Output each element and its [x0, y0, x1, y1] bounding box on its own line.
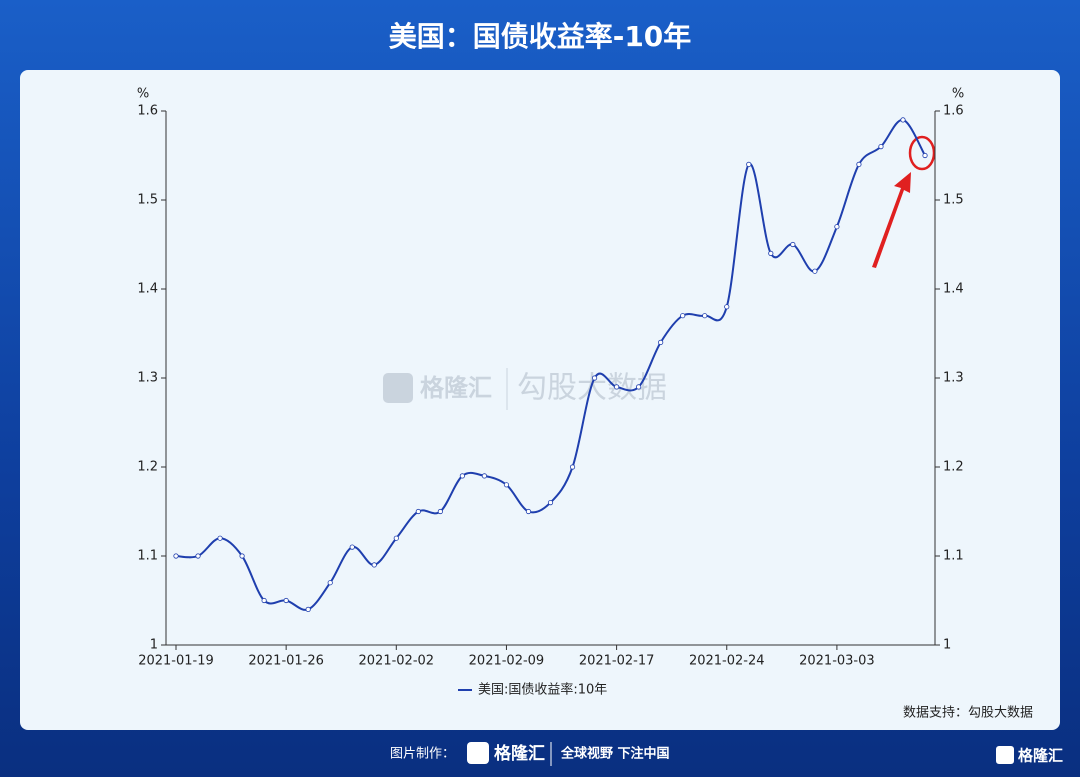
footer-made-by: 图片制作： [390, 747, 455, 762]
data-point [547, 499, 554, 506]
y2-tick-label: 1 [943, 638, 951, 653]
data-point [173, 553, 179, 559]
x-tick-label: 2021-02-17 [579, 654, 655, 669]
x-tick-label: 2021-02-09 [469, 654, 545, 669]
y-unit: % [137, 87, 149, 102]
data-point [415, 508, 421, 515]
data-point [525, 508, 532, 515]
data-point [724, 304, 730, 310]
corner-brand: 格隆汇 [1018, 747, 1063, 765]
watermark-brand: 格隆汇 [420, 374, 492, 402]
data-point [569, 464, 576, 470]
y-tick-label: 1.6 [137, 104, 158, 119]
page-title: 美国：国债收益率-10年 [389, 20, 692, 53]
y2-tick-label: 1.1 [943, 549, 964, 564]
y2-tick-label: 1.6 [943, 104, 964, 119]
card [20, 70, 1060, 730]
data-point [922, 152, 928, 159]
y2-tick-label: 1.2 [943, 460, 964, 475]
data-point [680, 313, 686, 319]
data-point [856, 161, 862, 167]
data-point [503, 482, 510, 488]
y2-tick-label: 1.5 [943, 193, 964, 208]
y-tick-label: 1.3 [137, 371, 158, 386]
data-point [349, 544, 355, 550]
data-point [768, 250, 774, 256]
x-tick-label: 2021-02-02 [359, 654, 435, 669]
data-point [481, 473, 488, 479]
watermark-logo [383, 373, 413, 403]
data-point [878, 144, 884, 150]
x-tick-label: 2021-03-03 [799, 654, 875, 669]
data-point [393, 535, 399, 541]
legend-label: 美国:国债收益率:10年 [478, 682, 607, 698]
highlight-circle [908, 135, 936, 171]
y2-unit: % [952, 87, 964, 102]
data-point [658, 339, 664, 345]
data-point [327, 580, 333, 586]
data-point [591, 375, 598, 381]
corner-logo [996, 746, 1014, 764]
footer-brand: 格隆汇 [494, 743, 545, 764]
data-point [812, 268, 818, 274]
data-point [900, 117, 906, 123]
x-tick-label: 2021-01-19 [138, 654, 214, 669]
y-tick-label: 1.5 [137, 193, 158, 208]
footer: 图片制作： 格隆汇 全球视野 下注中国 格隆汇 [390, 742, 1063, 766]
data-point [790, 241, 796, 248]
data-point [239, 553, 245, 559]
data-point [746, 161, 752, 167]
data-point [459, 473, 465, 479]
highlight-arrow [872, 172, 911, 268]
y-tick-label: 1.2 [137, 460, 158, 475]
data-point [371, 562, 377, 568]
data-point [261, 597, 267, 604]
y-tick-label: 1.4 [137, 282, 158, 297]
y-tick-label: 1 [150, 638, 158, 653]
data-point [636, 384, 642, 390]
data-point [437, 508, 443, 515]
x-tick-label: 2021-01-26 [248, 654, 324, 669]
data-point [283, 597, 289, 604]
y2-tick-label: 1.4 [943, 282, 964, 297]
y2-tick-label: 1.3 [943, 371, 964, 386]
data-point [305, 606, 311, 613]
footer-slogan: 全球视野 下注中国 [560, 746, 670, 762]
y-tick-label: 1.1 [137, 549, 158, 564]
x-tick-label: 2021-02-24 [689, 654, 765, 669]
data-point [702, 313, 708, 319]
data-point [217, 535, 223, 541]
footer-logo [467, 742, 489, 764]
data-point [195, 553, 201, 559]
data-point [613, 384, 620, 390]
data-point [834, 224, 840, 230]
source: 数据支持：勾股大数据 [903, 706, 1033, 721]
